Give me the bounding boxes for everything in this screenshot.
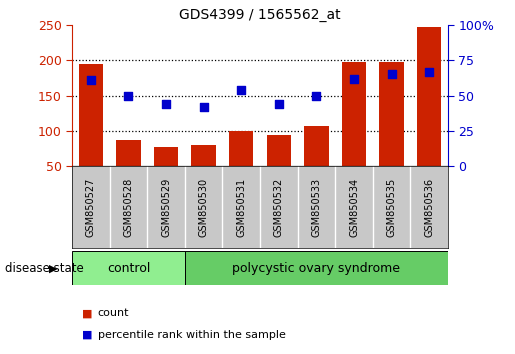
Text: polycystic ovary syndrome: polycystic ovary syndrome (232, 262, 401, 275)
Point (275, 101, 283, 107)
Text: GSM850527: GSM850527 (86, 177, 96, 237)
Bar (154, 147, 178, 166)
Text: disease state: disease state (5, 262, 84, 275)
Bar (192, 145, 216, 166)
Bar (304, 126, 329, 166)
Text: ■: ■ (82, 330, 93, 339)
Point (162, 101, 170, 107)
Text: GSM850530: GSM850530 (199, 177, 209, 237)
Text: count: count (98, 308, 129, 318)
Point (200, 104, 208, 110)
Text: GSM850531: GSM850531 (236, 177, 246, 237)
Bar (79, 64, 103, 166)
Text: GSM850528: GSM850528 (124, 177, 133, 237)
Point (425, 69, 434, 74)
Title: GDS4399 / 1565562_at: GDS4399 / 1565562_at (179, 8, 341, 22)
Text: ▶: ▶ (49, 263, 58, 273)
Bar (72, 251, 185, 285)
Bar (116, 140, 141, 166)
Bar (267, 135, 291, 166)
Point (350, 76, 358, 81)
Point (312, 93, 320, 98)
Point (87, 77, 95, 83)
Text: control: control (107, 262, 150, 275)
Text: GSM850534: GSM850534 (349, 177, 359, 237)
Point (125, 93, 133, 98)
Bar (417, 27, 441, 166)
Bar (185, 251, 448, 285)
Text: GSM850533: GSM850533 (312, 177, 321, 237)
Text: GSM850529: GSM850529 (161, 177, 171, 237)
Bar (380, 62, 404, 166)
Text: ■: ■ (82, 308, 93, 318)
Point (388, 72, 396, 77)
Text: GSM850532: GSM850532 (274, 177, 284, 237)
Bar (229, 131, 253, 166)
Text: GSM850536: GSM850536 (424, 177, 434, 237)
Bar (342, 62, 366, 166)
Text: GSM850535: GSM850535 (387, 177, 397, 237)
Point (237, 87, 245, 93)
Text: percentile rank within the sample: percentile rank within the sample (98, 330, 286, 339)
